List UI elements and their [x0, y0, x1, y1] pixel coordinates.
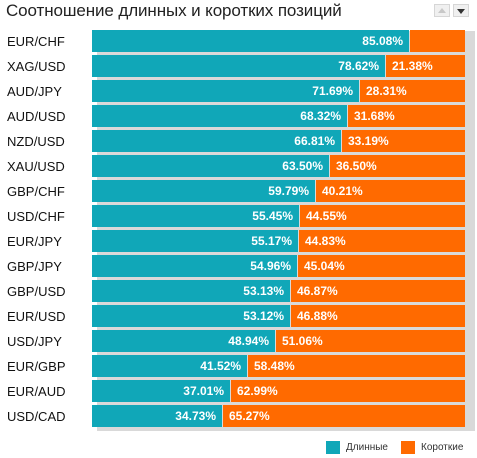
currency-pair-label: EUR/CHF [7, 34, 65, 49]
short-bar: 65.27% [223, 405, 465, 427]
currency-pair-label: AUD/JPY [7, 84, 62, 99]
long-bar: 78.62% [92, 55, 385, 77]
bar-row: USD/CAD 34.73% 65.27% [3, 405, 477, 430]
long-bar: 63.50% [92, 155, 329, 177]
bar-row: XAU/USD 63.50% 36.50% [3, 155, 477, 180]
bar-row: XAG/USD 78.62% 21.38% [3, 55, 477, 80]
short-bar: 31.68% [348, 105, 465, 127]
long-bar: 68.32% [92, 105, 347, 127]
long-bar: 41.52% [92, 355, 247, 377]
short-bar: 51.06% [276, 330, 465, 352]
triangle-up-icon [438, 8, 446, 13]
bar-row: EUR/CHF 85.08% [3, 30, 477, 55]
sort-up-button[interactable] [434, 4, 450, 17]
legend-item-long: Длинные [326, 440, 396, 456]
long-bar: 48.94% [92, 330, 275, 352]
long-bar: 71.69% [92, 80, 359, 102]
short-bar [410, 30, 465, 52]
long-bar: 54.96% [92, 255, 297, 277]
long-bar: 66.81% [92, 130, 341, 152]
currency-pair-label: NZD/USD [7, 134, 65, 149]
long-bar: 53.12% [92, 305, 290, 327]
bar-row: AUD/JPY 71.69% 28.31% [3, 80, 477, 105]
short-bar: 36.50% [330, 155, 465, 177]
legend-swatch-long [326, 441, 340, 454]
currency-pair-label: USD/CAD [7, 409, 66, 424]
bar-chart: EUR/CHF 85.08% XAG/USD 78.62% 21.38% AUD/JPY 7… [3, 27, 477, 431]
short-bar: 46.87% [291, 280, 465, 302]
currency-pair-label: EUR/USD [7, 309, 66, 324]
currency-pair-label: EUR/AUD [7, 384, 66, 399]
sort-down-button[interactable] [453, 4, 469, 17]
currency-pair-label: GBP/CHF [7, 184, 65, 199]
bar-row: GBP/USD 53.13% 46.87% [3, 280, 477, 305]
currency-pair-label: XAG/USD [7, 59, 66, 74]
short-bar: 45.04% [298, 255, 465, 277]
short-bar: 44.83% [299, 230, 465, 252]
legend-swatch-short [401, 441, 415, 454]
short-bar: 21.38% [386, 55, 465, 77]
currency-pair-label: USD/JPY [7, 334, 62, 349]
bar-row: USD/CHF 55.45% 44.55% [3, 205, 477, 230]
short-bar: 58.48% [248, 355, 465, 377]
currency-pair-label: AUD/USD [7, 109, 66, 124]
short-bar: 62.99% [231, 380, 465, 402]
long-bar: 37.01% [92, 380, 230, 402]
currency-pair-label: XAU/USD [7, 159, 65, 174]
bar-row: EUR/GBP 41.52% 58.48% [3, 355, 477, 380]
long-bar: 34.73% [92, 405, 222, 427]
bar-row: EUR/AUD 37.01% 62.99% [3, 380, 477, 405]
long-bar: 85.08% [92, 30, 409, 52]
bar-row: EUR/JPY 55.17% 44.83% [3, 230, 477, 255]
currency-pair-label: GBP/USD [7, 284, 66, 299]
currency-pair-label: EUR/JPY [7, 234, 62, 249]
legend-label-long: Длинные [346, 442, 388, 453]
currency-pair-label: GBP/JPY [7, 259, 62, 274]
bar-row: GBP/JPY 54.96% 45.04% [3, 255, 477, 280]
bar-row: NZD/USD 66.81% 33.19% [3, 130, 477, 155]
legend-item-short: Короткие [401, 440, 477, 456]
legend-label-short: Короткие [421, 442, 464, 453]
short-bar: 44.55% [300, 205, 465, 227]
long-bar: 59.79% [92, 180, 315, 202]
chart-title: Соотношение длинных и коротких позиций [6, 1, 342, 20]
bar-row: GBP/CHF 59.79% 40.21% [3, 180, 477, 205]
short-bar: 28.31% [360, 80, 465, 102]
long-bar: 55.45% [92, 205, 299, 227]
short-bar: 33.19% [342, 130, 465, 152]
long-bar: 53.13% [92, 280, 290, 302]
bar-row: EUR/USD 53.12% 46.88% [3, 305, 477, 330]
currency-pair-label: USD/CHF [7, 209, 65, 224]
short-bar: 40.21% [316, 180, 465, 202]
currency-pair-label: EUR/GBP [7, 359, 66, 374]
bar-row: USD/JPY 48.94% 51.06% [3, 330, 477, 355]
bar-row: AUD/USD 68.32% 31.68% [3, 105, 477, 130]
triangle-down-icon [457, 9, 465, 14]
short-bar: 46.88% [291, 305, 465, 327]
long-bar: 55.17% [92, 230, 298, 252]
